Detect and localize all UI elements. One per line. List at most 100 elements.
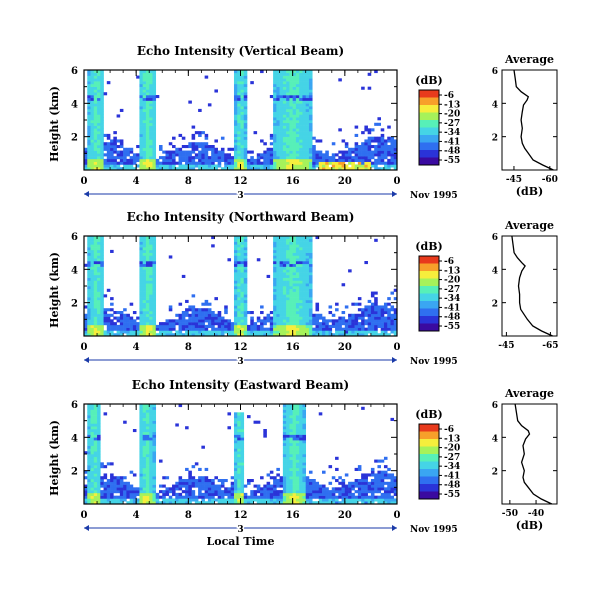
heatmap-cell [97, 308, 101, 312]
heatmap-cell [289, 501, 293, 505]
heatmap-cell [312, 484, 316, 488]
heatmap-cell [110, 161, 114, 165]
heatmap-cell [302, 238, 307, 242]
heatmap-cell [325, 498, 329, 502]
heatmap-cell [237, 484, 241, 488]
heatmap-cell [276, 327, 280, 331]
heatmap-cell [237, 319, 241, 323]
colorbar-segment [419, 439, 439, 447]
heatmap-cell [312, 481, 316, 485]
heatmap-cell [289, 75, 293, 79]
heatmap-cell [276, 272, 280, 276]
heatmap-cell [204, 481, 209, 485]
heatmap-cell [305, 316, 310, 320]
heatmap-cell [266, 495, 271, 499]
heatmap-cell [240, 294, 245, 298]
heatmap-cell [299, 280, 303, 284]
heatmap-cell [289, 133, 293, 137]
heatmap-cell [237, 89, 241, 93]
heatmap-cell [233, 299, 238, 303]
heatmap-cell [90, 72, 95, 76]
heatmap-cell [240, 272, 245, 276]
heatmap-cell [168, 322, 173, 326]
heatmap-cell [119, 156, 124, 160]
heatmap-cell [344, 167, 349, 171]
heatmap-cell [318, 139, 323, 143]
heatmap-cell [328, 327, 333, 331]
heatmap-cell [84, 498, 88, 502]
colorbar-segment [419, 431, 439, 440]
heatmap-cell [172, 501, 176, 505]
heatmap-cell [178, 147, 183, 151]
heatmap-cell [299, 142, 303, 146]
heatmap-cell [145, 492, 150, 496]
heatmap-cell [289, 92, 293, 96]
heatmap-cell [217, 484, 222, 488]
heatmap-cell [145, 122, 150, 126]
heatmap-cell [282, 434, 287, 438]
heatmap-cell [233, 286, 238, 290]
heatmap-cell [123, 167, 127, 171]
heatmap-cell [172, 490, 176, 494]
heatmap-cell [214, 492, 218, 496]
heatmap-cell [276, 114, 280, 118]
heatmap-cell [152, 81, 157, 85]
heatmap-cell [129, 487, 134, 491]
heatmap-cell [240, 308, 245, 312]
heatmap-cell [273, 128, 277, 132]
heatmap-cell [273, 283, 277, 287]
heatmap-cell [230, 147, 235, 151]
heatmap-cell [233, 128, 238, 132]
heatmap-cell [90, 288, 95, 292]
heatmap-cell [204, 153, 209, 157]
heatmap-cell [233, 95, 238, 99]
heatmap-cell [315, 158, 320, 162]
heatmap-cell [286, 120, 290, 124]
heatmap-cell [279, 156, 284, 160]
heatmap-cell [374, 139, 378, 143]
heatmap-cell [152, 415, 157, 419]
heatmap-cell [204, 142, 209, 146]
heatmap-cell [302, 448, 307, 452]
heatmap-cell [237, 465, 241, 469]
heatmap-cell [227, 258, 232, 262]
heatmap-cell [292, 131, 297, 135]
heatmap-cell [243, 128, 248, 132]
heatmap-cell [351, 333, 355, 337]
heatmap-cell [90, 330, 95, 334]
heatmap-cell [149, 404, 153, 408]
heatmap-cell [367, 498, 372, 502]
heatmap-cell [233, 158, 238, 162]
heatmap-cell [295, 131, 300, 135]
heatmap-cell [279, 86, 284, 90]
heatmap-cell [364, 158, 368, 162]
heatmap-cell [279, 145, 284, 149]
heatmap-cell [100, 465, 104, 469]
heatmap-cell [308, 269, 313, 273]
heatmap-cell [256, 420, 261, 424]
x-tick-label: 0 [394, 176, 401, 187]
heatmap-cell [224, 498, 228, 502]
heatmap-cell [97, 288, 101, 292]
heatmap-cell [367, 311, 372, 315]
heatmap-cell [87, 252, 91, 256]
heatmap-cell [279, 319, 284, 323]
heatmap-cell [165, 322, 170, 326]
heatmap-cell [149, 266, 153, 270]
heatmap-cell [299, 313, 303, 317]
heatmap-cell [129, 161, 134, 165]
heatmap-cell [126, 495, 130, 499]
heatmap-cell [308, 319, 313, 323]
heatmap-cell [152, 241, 157, 245]
heatmap-cell [302, 423, 307, 427]
heatmap-cell [136, 322, 140, 326]
heatmap-cell [194, 145, 199, 149]
heatmap-cell [263, 161, 267, 165]
heatmap-cell [318, 484, 323, 488]
heatmap-cell [302, 78, 307, 82]
heatmap-cell [204, 327, 209, 331]
heatmap-cell [279, 92, 284, 96]
heatmap-cell [305, 161, 310, 165]
heatmap-cell [273, 100, 277, 104]
heatmap-cell [237, 459, 241, 463]
